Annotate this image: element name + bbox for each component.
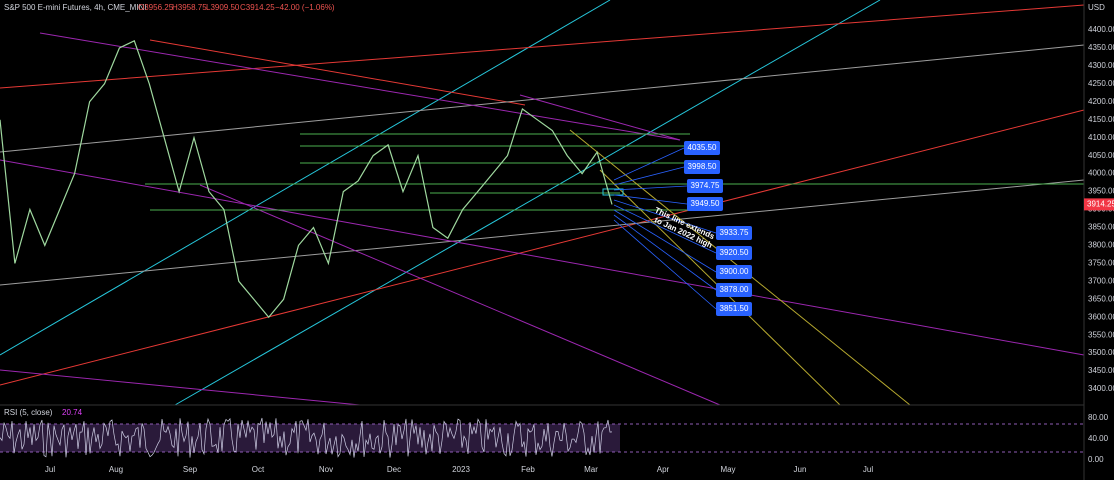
time-tick: Jul [45, 465, 55, 474]
price-tick: 4150.00 [1088, 115, 1114, 124]
time-tick: Oct [252, 465, 265, 474]
price-tick: 4350.00 [1088, 43, 1114, 52]
time-tick: May [720, 465, 735, 474]
ohlc-value: L3909.50 [206, 3, 240, 12]
callout-box [716, 302, 752, 316]
price-tick: 4300.00 [1088, 61, 1114, 70]
price-tick: 3600.00 [1088, 312, 1114, 321]
rsi-tick: 80.00 [1088, 413, 1109, 422]
price-tick: 3650.00 [1088, 294, 1114, 303]
callout-box [716, 246, 752, 260]
last-price-box [1084, 198, 1114, 211]
callout-ray [613, 199, 717, 234]
callout-label: 3949.50 [691, 199, 720, 208]
callout-ray [613, 204, 717, 254]
price-tick: 3950.00 [1088, 187, 1114, 196]
callout-box [684, 160, 720, 174]
callout-label: 3998.50 [688, 162, 717, 171]
callout-box [716, 265, 752, 279]
price-tick: 3750.00 [1088, 258, 1114, 267]
price-tick: 4050.00 [1088, 151, 1114, 160]
callout-ray [613, 209, 717, 273]
rsi-label: RSI (5, close) [4, 408, 53, 417]
callout-label: 3974.75 [691, 181, 720, 190]
symbol: S&P 500 E-mini Futures, 4h, CME_MINI [4, 3, 147, 12]
callout-box [687, 197, 723, 211]
ohlc-value: C3914.25 [240, 3, 275, 12]
callout-label: 3900.00 [720, 267, 749, 276]
callout-box [687, 179, 723, 193]
time-tick: Nov [319, 465, 333, 474]
rsi-tick: 0.00 [1088, 455, 1104, 464]
drawings [0, 0, 1085, 406]
callout-ray [613, 185, 688, 191]
time-tick: Aug [109, 465, 123, 474]
price-tick: 3850.00 [1088, 223, 1114, 232]
price-trace [0, 39, 613, 319]
ohlc-value: O3956.25 [138, 3, 174, 12]
time-tick: Dec [387, 465, 401, 474]
time-tick: 2023 [452, 465, 470, 474]
callout-ray [613, 214, 717, 291]
rsi-tick: 40.00 [1088, 434, 1109, 443]
callout-label: 3920.50 [720, 248, 749, 257]
callout-ray [613, 147, 685, 181]
callout-label: 3933.75 [720, 228, 749, 237]
callout-box [716, 283, 752, 297]
time-tick: Mar [584, 465, 598, 474]
currency: USD [1088, 3, 1105, 12]
last-price: 3914.25 [1087, 199, 1114, 208]
price-tick: 4100.00 [1088, 133, 1114, 142]
time-tick: Sep [183, 465, 198, 474]
time-tick: Feb [521, 465, 535, 474]
price-tick: 4200.00 [1088, 97, 1114, 106]
callout-box [684, 141, 720, 155]
price-tick: 3550.00 [1088, 330, 1114, 339]
price-tick: 4000.00 [1088, 169, 1114, 178]
price-tick: 3700.00 [1088, 276, 1114, 285]
price-tick: 3450.00 [1088, 366, 1114, 375]
callout-ray [613, 194, 688, 205]
price-tick: 3500.00 [1088, 348, 1114, 357]
price-tick: 4250.00 [1088, 79, 1114, 88]
time-tick: Jun [794, 465, 807, 474]
rsi-line [0, 417, 613, 458]
callout-ray [613, 219, 717, 310]
ohlc-value: H3958.75 [172, 3, 207, 12]
time-tick: Apr [657, 465, 670, 474]
time-tick: Jul [863, 465, 873, 474]
callout-label: 4035.50 [688, 143, 717, 152]
price-tick: 4400.00 [1088, 25, 1114, 34]
callout-label: 3851.50 [720, 304, 749, 313]
callout-box [716, 226, 752, 240]
ohlc-value: −42.00 (−1.06%) [275, 3, 335, 12]
price-tick: 3400.00 [1088, 384, 1114, 393]
rsi-value: 20.74 [62, 408, 83, 417]
callout-ray [613, 166, 685, 186]
callout-label: 3878.00 [720, 285, 749, 294]
price-tick: 3800.00 [1088, 241, 1114, 250]
